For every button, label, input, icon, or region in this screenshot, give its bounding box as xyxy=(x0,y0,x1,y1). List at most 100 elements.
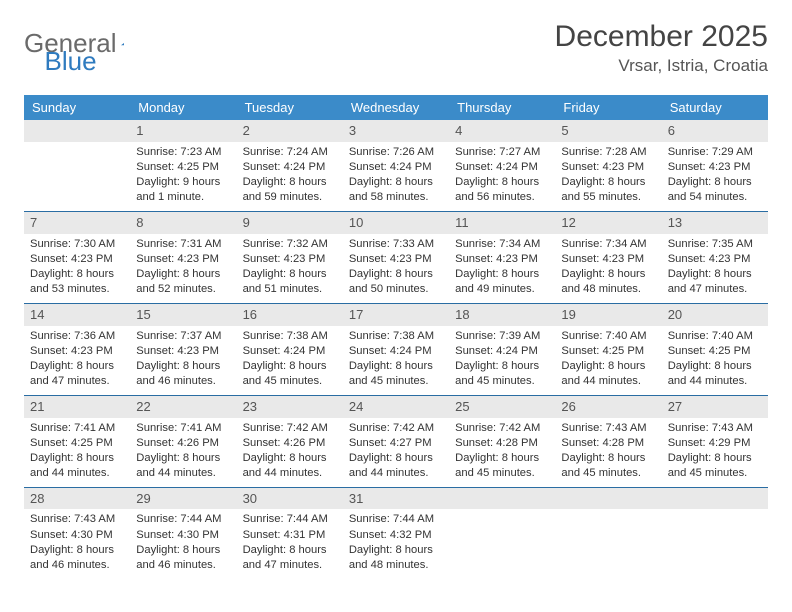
daylight-text: Daylight: 8 hours and 45 minutes. xyxy=(561,451,655,481)
sunset-text: Sunset: 4:23 PM xyxy=(455,252,549,267)
day-number: 22 xyxy=(130,396,236,418)
calendar-day-cell: 23Sunrise: 7:42 AMSunset: 4:26 PMDayligh… xyxy=(237,395,343,487)
calendar-day-cell: 14Sunrise: 7:36 AMSunset: 4:23 PMDayligh… xyxy=(24,303,130,395)
sunrise-text: Sunrise: 7:23 AM xyxy=(136,145,230,160)
sunset-text: Sunset: 4:26 PM xyxy=(243,436,337,451)
calendar-table: SundayMondayTuesdayWednesdayThursdayFrid… xyxy=(24,95,768,579)
daylight-text: Daylight: 8 hours and 45 minutes. xyxy=(455,359,549,389)
sunset-text: Sunset: 4:24 PM xyxy=(455,160,549,175)
day-details: Sunrise: 7:44 AMSunset: 4:30 PMDaylight:… xyxy=(130,509,236,578)
day-details: Sunrise: 7:27 AMSunset: 4:24 PMDaylight:… xyxy=(449,142,555,211)
daylight-text: Daylight: 8 hours and 59 minutes. xyxy=(243,175,337,205)
daylight-text: Daylight: 8 hours and 46 minutes. xyxy=(136,359,230,389)
day-details: Sunrise: 7:42 AMSunset: 4:26 PMDaylight:… xyxy=(237,418,343,487)
sunrise-text: Sunrise: 7:42 AM xyxy=(243,421,337,436)
day-number: 23 xyxy=(237,396,343,418)
calendar-day-cell: 12Sunrise: 7:34 AMSunset: 4:23 PMDayligh… xyxy=(555,211,661,303)
calendar-day-cell: 11Sunrise: 7:34 AMSunset: 4:23 PMDayligh… xyxy=(449,211,555,303)
weekday-header: Thursday xyxy=(449,95,555,120)
day-number: 3 xyxy=(343,120,449,142)
day-details: Sunrise: 7:36 AMSunset: 4:23 PMDaylight:… xyxy=(24,326,130,395)
weekday-header: Saturday xyxy=(662,95,768,120)
calendar-day-cell: 9Sunrise: 7:32 AMSunset: 4:23 PMDaylight… xyxy=(237,211,343,303)
day-number: 26 xyxy=(555,396,661,418)
sunset-text: Sunset: 4:23 PM xyxy=(30,344,124,359)
day-number: 8 xyxy=(130,212,236,234)
weekday-header: Sunday xyxy=(24,95,130,120)
sunset-text: Sunset: 4:23 PM xyxy=(30,252,124,267)
calendar-day-cell: 16Sunrise: 7:38 AMSunset: 4:24 PMDayligh… xyxy=(237,303,343,395)
day-details: Sunrise: 7:42 AMSunset: 4:28 PMDaylight:… xyxy=(449,418,555,487)
day-details: Sunrise: 7:35 AMSunset: 4:23 PMDaylight:… xyxy=(662,234,768,303)
daylight-text: Daylight: 8 hours and 44 minutes. xyxy=(668,359,762,389)
daylight-text: Daylight: 8 hours and 44 minutes. xyxy=(349,451,443,481)
sunset-text: Sunset: 4:25 PM xyxy=(136,160,230,175)
daylight-text: Daylight: 8 hours and 50 minutes. xyxy=(349,267,443,297)
sunrise-text: Sunrise: 7:41 AM xyxy=(30,421,124,436)
sunset-text: Sunset: 4:25 PM xyxy=(561,344,655,359)
day-number xyxy=(24,120,130,142)
calendar-day-cell: 17Sunrise: 7:38 AMSunset: 4:24 PMDayligh… xyxy=(343,303,449,395)
sunrise-text: Sunrise: 7:44 AM xyxy=(243,512,337,527)
calendar-day-cell: 19Sunrise: 7:40 AMSunset: 4:25 PMDayligh… xyxy=(555,303,661,395)
sunset-text: Sunset: 4:23 PM xyxy=(668,252,762,267)
sunset-text: Sunset: 4:30 PM xyxy=(30,528,124,543)
calendar-day-cell: 27Sunrise: 7:43 AMSunset: 4:29 PMDayligh… xyxy=(662,395,768,487)
day-details: Sunrise: 7:33 AMSunset: 4:23 PMDaylight:… xyxy=(343,234,449,303)
day-details: Sunrise: 7:40 AMSunset: 4:25 PMDaylight:… xyxy=(662,326,768,395)
day-details: Sunrise: 7:38 AMSunset: 4:24 PMDaylight:… xyxy=(237,326,343,395)
daylight-text: Daylight: 8 hours and 55 minutes. xyxy=(561,175,655,205)
day-details: Sunrise: 7:39 AMSunset: 4:24 PMDaylight:… xyxy=(449,326,555,395)
day-number: 12 xyxy=(555,212,661,234)
day-number xyxy=(555,488,661,510)
day-details: Sunrise: 7:44 AMSunset: 4:31 PMDaylight:… xyxy=(237,509,343,578)
sunset-text: Sunset: 4:28 PM xyxy=(561,436,655,451)
calendar-day-cell: 20Sunrise: 7:40 AMSunset: 4:25 PMDayligh… xyxy=(662,303,768,395)
daylight-text: Daylight: 9 hours and 1 minute. xyxy=(136,175,230,205)
calendar-day-cell: 2Sunrise: 7:24 AMSunset: 4:24 PMDaylight… xyxy=(237,120,343,211)
sunset-text: Sunset: 4:28 PM xyxy=(455,436,549,451)
day-number: 1 xyxy=(130,120,236,142)
calendar-day-cell xyxy=(555,487,661,578)
sunset-text: Sunset: 4:23 PM xyxy=(561,252,655,267)
calendar-week-row: 7Sunrise: 7:30 AMSunset: 4:23 PMDaylight… xyxy=(24,211,768,303)
day-details: Sunrise: 7:40 AMSunset: 4:25 PMDaylight:… xyxy=(555,326,661,395)
day-details: Sunrise: 7:23 AMSunset: 4:25 PMDaylight:… xyxy=(130,142,236,211)
calendar-day-cell: 26Sunrise: 7:43 AMSunset: 4:28 PMDayligh… xyxy=(555,395,661,487)
daylight-text: Daylight: 8 hours and 45 minutes. xyxy=(349,359,443,389)
day-number: 15 xyxy=(130,304,236,326)
month-title: December 2025 xyxy=(555,20,768,54)
sunrise-text: Sunrise: 7:32 AM xyxy=(243,237,337,252)
daylight-text: Daylight: 8 hours and 48 minutes. xyxy=(561,267,655,297)
calendar-week-row: 21Sunrise: 7:41 AMSunset: 4:25 PMDayligh… xyxy=(24,395,768,487)
day-number: 4 xyxy=(449,120,555,142)
weekday-header: Monday xyxy=(130,95,236,120)
sunrise-text: Sunrise: 7:39 AM xyxy=(455,329,549,344)
day-number: 20 xyxy=(662,304,768,326)
logo-triangle-icon xyxy=(121,34,124,54)
sunset-text: Sunset: 4:24 PM xyxy=(455,344,549,359)
day-number: 31 xyxy=(343,488,449,510)
sunrise-text: Sunrise: 7:42 AM xyxy=(455,421,549,436)
calendar-day-cell: 30Sunrise: 7:44 AMSunset: 4:31 PMDayligh… xyxy=(237,487,343,578)
day-details: Sunrise: 7:26 AMSunset: 4:24 PMDaylight:… xyxy=(343,142,449,211)
title-block: December 2025 Vrsar, Istria, Croatia xyxy=(555,20,768,76)
sunrise-text: Sunrise: 7:43 AM xyxy=(561,421,655,436)
daylight-text: Daylight: 8 hours and 45 minutes. xyxy=(243,359,337,389)
day-number: 28 xyxy=(24,488,130,510)
weekday-header: Friday xyxy=(555,95,661,120)
calendar-day-cell xyxy=(449,487,555,578)
sunrise-text: Sunrise: 7:28 AM xyxy=(561,145,655,160)
calendar-day-cell: 6Sunrise: 7:29 AMSunset: 4:23 PMDaylight… xyxy=(662,120,768,211)
day-details: Sunrise: 7:43 AMSunset: 4:28 PMDaylight:… xyxy=(555,418,661,487)
calendar-day-cell: 4Sunrise: 7:27 AMSunset: 4:24 PMDaylight… xyxy=(449,120,555,211)
day-details: Sunrise: 7:41 AMSunset: 4:26 PMDaylight:… xyxy=(130,418,236,487)
daylight-text: Daylight: 8 hours and 47 minutes. xyxy=(668,267,762,297)
day-number xyxy=(449,488,555,510)
sunrise-text: Sunrise: 7:44 AM xyxy=(136,512,230,527)
calendar-day-cell xyxy=(662,487,768,578)
day-details: Sunrise: 7:29 AMSunset: 4:23 PMDaylight:… xyxy=(662,142,768,211)
sunrise-text: Sunrise: 7:33 AM xyxy=(349,237,443,252)
day-details: Sunrise: 7:42 AMSunset: 4:27 PMDaylight:… xyxy=(343,418,449,487)
day-number: 11 xyxy=(449,212,555,234)
